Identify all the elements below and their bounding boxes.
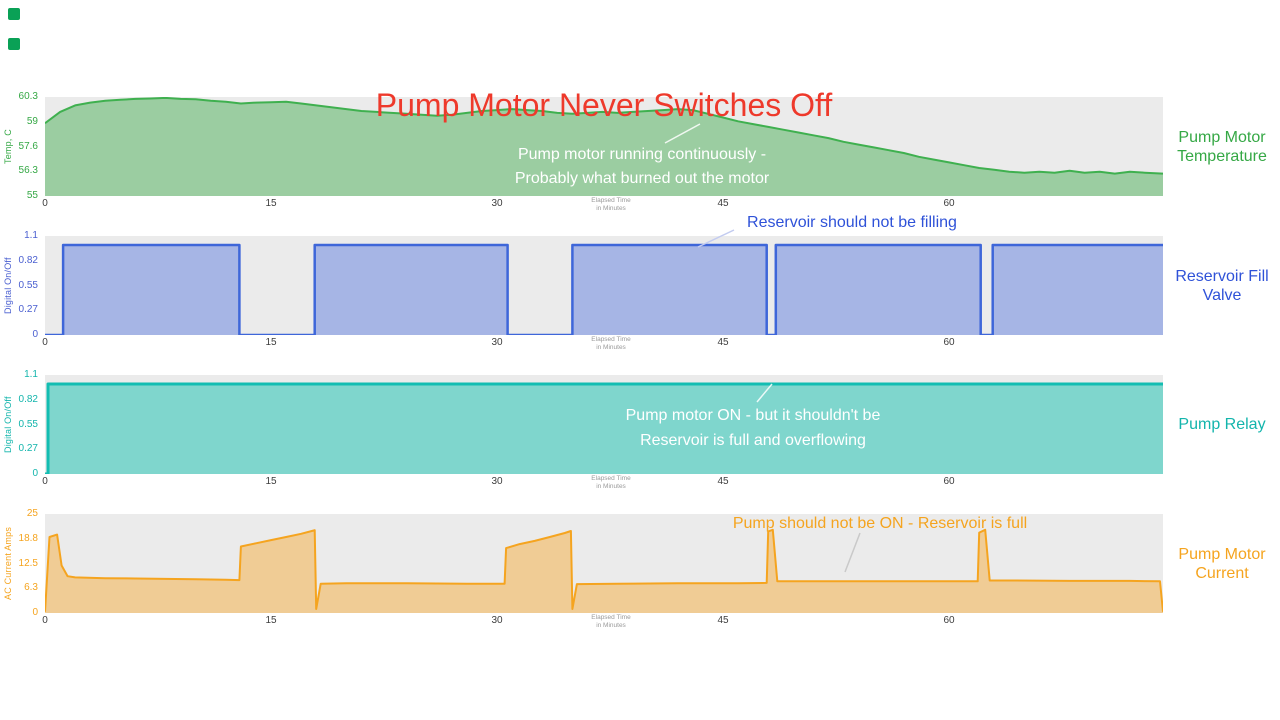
x-axis-caption-line: in Minutes: [596, 204, 626, 212]
x-tick-label: 30: [491, 198, 503, 209]
x-tick-label: 45: [717, 337, 729, 348]
y-tick-label: 0.27: [18, 304, 38, 316]
y-tick-labels: 60.3 59 57.6 56.3 55: [0, 91, 40, 201]
chart-reservoir-fill-valve: Digital On/Off 1.1 0.82 0.55 0.27 0 0 15 30 45 6…: [0, 214, 1280, 375]
x-axis-caption-line: in Minutes: [596, 621, 626, 629]
y-tick-label: 18.8: [18, 532, 38, 544]
y-tick-labels: 25 18.8 12.5 6.3 0: [0, 508, 40, 618]
x-tick-label: 30: [491, 615, 503, 626]
relay-series: [45, 382, 1163, 474]
x-tick-label: 60: [943, 337, 955, 348]
plot-area-valve[interactable]: [45, 236, 1163, 335]
y-tick-label: 0.55: [18, 418, 38, 430]
y-tick-label: 1.1: [24, 230, 38, 241]
y-tick-label: 0: [32, 607, 38, 618]
plot-area-relay[interactable]: [45, 375, 1163, 474]
y-tick-labels: 1.1 0.82 0.55 0.27 0: [0, 230, 40, 340]
valve-note: Reservoir should not be filling: [602, 213, 1102, 233]
x-axis-caption-line: Elapsed Time: [591, 614, 631, 621]
x-tick-label: 0: [42, 337, 48, 348]
x-axis-caption: Elapsed Time in Minutes: [566, 614, 656, 629]
y-tick-label: 0.82: [18, 393, 38, 405]
current-note: Pump should not be ON - Reservoir is ful…: [630, 514, 1130, 534]
x-tick-label: 60: [943, 615, 955, 626]
series-label-temperature: Pump Motor Temperature: [1166, 97, 1278, 196]
x-tick-label: 0: [42, 476, 48, 487]
x-tick-label: 15: [265, 615, 277, 626]
x-tick-label: 15: [265, 337, 277, 348]
x-tick-label: 60: [943, 476, 955, 487]
y-tick-label: 60.3: [18, 91, 38, 102]
x-tick-label: 45: [717, 615, 729, 626]
relay-note-line: Pump motor ON - but it shouldn't be: [625, 407, 881, 424]
y-tick-label: 25: [26, 508, 38, 519]
valve-series: [45, 243, 1163, 335]
relay-note-line: Reservoir is full and overflowing: [640, 432, 866, 449]
y-tick-label: 57.6: [18, 140, 38, 152]
y-tick-label: 0.55: [18, 279, 38, 291]
series-label-line: Temperature: [1177, 147, 1267, 165]
x-tick-label: 15: [265, 198, 277, 209]
y-tick-label: 0.82: [18, 254, 38, 266]
y-tick-label: 6.3: [24, 582, 38, 594]
y-tick-label: 1.1: [24, 369, 38, 380]
plot-area-current[interactable]: [45, 514, 1163, 613]
temperature-note-line: Pump motor running continuously -: [517, 146, 767, 163]
series-label-line: Pump Motor: [1178, 545, 1266, 563]
main-title: Pump Motor Never Switches Off: [45, 87, 1163, 123]
x-axis-caption: Elapsed Time in Minutes: [566, 197, 656, 212]
series-label-line: Valve: [1202, 286, 1242, 304]
chart-pump-motor-temperature: Temp, C 60.3 59 57.6 56.3 55 0 15 30 45 60 Elaps…: [0, 87, 1280, 236]
y-tick-label: 0: [32, 468, 38, 479]
x-axis-caption-line: Elapsed Time: [591, 336, 631, 343]
x-tick-label: 30: [491, 337, 503, 348]
x-tick-label: 15: [265, 476, 277, 487]
chart-pump-motor-current: AC Current Amps 25 18.8 12.5 6.3 0 0 15 30 45 60…: [0, 508, 1280, 653]
relay-note: Pump motor ON - but it shouldn't be Reser…: [503, 403, 1003, 453]
x-axis-caption: Elapsed Time in Minutes: [566, 336, 656, 351]
y-tick-label: 55: [26, 190, 38, 201]
x-axis-caption-line: in Minutes: [596, 343, 626, 351]
y-tick-label: 0: [32, 329, 38, 340]
plot-area-temperature[interactable]: [45, 97, 1163, 196]
series-label-relay: Pump Relay: [1166, 375, 1278, 474]
series-label-line: Reservoir Fill: [1175, 267, 1269, 285]
y-tick-label: 0.27: [18, 443, 38, 455]
chart-pump-relay: Digital On/Off 1.1 0.82 0.55 0.27 0 0 15 30 45 6…: [0, 369, 1280, 514]
temperature-note-line: Probably what burned out the motor: [514, 170, 770, 187]
series-label-current: Pump Motor Current: [1166, 514, 1278, 613]
green-square-button-top[interactable]: [8, 8, 20, 20]
x-axis-caption-line: Elapsed Time: [591, 197, 631, 204]
x-tick-label: 0: [42, 615, 48, 626]
series-label-line: Current: [1195, 564, 1249, 582]
series-label-line: Pump Relay: [1178, 416, 1266, 433]
valve-note-line: Reservoir should not be filling: [747, 214, 957, 231]
temperature-note: Pump motor running continuously - Probabl…: [392, 143, 892, 191]
x-axis-caption-line: in Minutes: [596, 482, 626, 490]
x-axis-caption-line: Elapsed Time: [591, 475, 631, 482]
current-note-line: Pump should not be ON - Reservoir is ful…: [732, 515, 1028, 532]
series-label-valve: Reservoir Fill Valve: [1166, 236, 1278, 335]
x-tick-label: 45: [717, 198, 729, 209]
y-tick-label: 59: [26, 115, 38, 127]
green-square-button-bottom[interactable]: [8, 38, 20, 50]
x-axis-caption: Elapsed Time in Minutes: [566, 475, 656, 490]
main-title-line: Pump Motor Never Switches Off: [375, 87, 833, 123]
series-label-line: Pump Motor: [1178, 128, 1266, 146]
y-tick-labels: 1.1 0.82 0.55 0.27 0: [0, 369, 40, 479]
x-tick-label: 30: [491, 476, 503, 487]
y-tick-label: 56.3: [18, 165, 38, 177]
x-tick-label: 60: [943, 198, 955, 209]
current-series: [45, 528, 1163, 613]
x-tick-label: 45: [717, 476, 729, 487]
x-tick-label: 0: [42, 198, 48, 209]
temperature-series: [45, 97, 1163, 196]
y-tick-label: 12.5: [18, 557, 38, 569]
